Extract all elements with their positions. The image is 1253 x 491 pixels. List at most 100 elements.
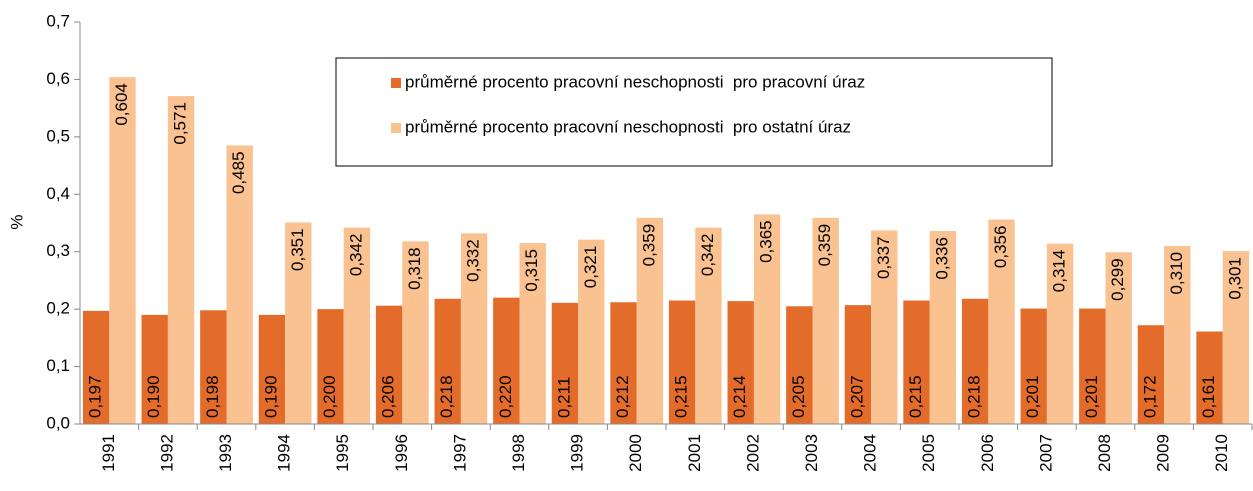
legend-swatch [391, 123, 401, 133]
bar [636, 217, 664, 424]
value-label: 0,336 [932, 237, 951, 280]
bar [668, 300, 696, 424]
bar [375, 305, 403, 424]
bar [141, 314, 168, 424]
value-label: 0,211 [554, 377, 573, 418]
value-label: 0,485 [229, 151, 248, 194]
bar [200, 310, 227, 424]
x-tick-label: 2001 [685, 434, 704, 472]
value-label: 0,604 [112, 83, 131, 126]
y-axis-label: % [7, 214, 26, 229]
bar [988, 219, 1015, 424]
x-tick-label: 2000 [626, 434, 645, 472]
bar [109, 77, 136, 424]
value-label: 0,218 [437, 375, 456, 418]
bar [258, 314, 286, 424]
bar [317, 309, 344, 424]
value-label: 0,218 [965, 375, 984, 418]
value-label: 0,321 [581, 246, 600, 289]
bar [402, 241, 429, 424]
bar [753, 214, 781, 424]
x-tick-label: 2002 [743, 434, 762, 472]
value-label: 0,356 [991, 226, 1010, 269]
value-label: 0,315 [522, 249, 541, 292]
x-tick-label: 2008 [1095, 434, 1114, 472]
bar [727, 301, 754, 424]
value-label: 0,359 [815, 224, 834, 267]
bar [551, 302, 579, 424]
value-label: 0,299 [1108, 258, 1127, 301]
value-label: 0,342 [698, 234, 717, 277]
bar [1079, 308, 1106, 424]
bar [871, 230, 898, 424]
bar [226, 145, 253, 424]
x-tick-label: 1999 [568, 434, 587, 472]
bar [903, 300, 930, 424]
value-label: 0,161 [1199, 375, 1218, 418]
y-tick-label: 0,4 [46, 184, 70, 203]
value-label: 0,359 [639, 224, 658, 267]
bar [961, 298, 989, 424]
value-label: 0,214 [730, 375, 749, 418]
y-tick-label: 0,0 [46, 413, 70, 432]
x-tick-label: 2007 [1036, 434, 1055, 472]
legend-box [335, 57, 1053, 167]
value-label: 0,198 [203, 375, 222, 418]
x-tick-label: 1992 [157, 434, 176, 472]
y-tick-label: 0,3 [46, 241, 70, 260]
value-label: 0,220 [496, 375, 515, 418]
value-label: 0,190 [144, 375, 163, 418]
y-tick-label: 0,5 [46, 126, 70, 145]
value-label: 0,212 [613, 375, 632, 418]
value-label: 0,310 [1167, 252, 1186, 295]
value-label: 0,314 [1050, 250, 1069, 293]
x-tick-label: 1996 [392, 434, 411, 472]
value-label: 0,351 [288, 228, 307, 271]
legend-label: průměrné procento pracovní neschopnosti … [405, 117, 851, 136]
bar [285, 222, 312, 424]
value-label: 0,207 [847, 375, 866, 418]
value-label: 0,190 [261, 375, 280, 418]
bar [610, 302, 637, 424]
bar [844, 305, 872, 424]
bar [695, 227, 722, 424]
y-tick-label: 0,6 [46, 69, 70, 88]
x-tick-label: 2009 [1154, 434, 1173, 472]
bar [1020, 308, 1047, 424]
bar [460, 233, 488, 424]
x-tick-label: 1994 [275, 434, 294, 472]
legend-swatch [391, 78, 401, 88]
x-tick-label: 2003 [802, 434, 821, 472]
value-label: 0,197 [86, 375, 105, 418]
bar [578, 239, 605, 424]
bar [812, 217, 839, 424]
value-label: 0,200 [320, 375, 339, 418]
value-label: 0,365 [757, 220, 776, 263]
x-tick-label: 1997 [450, 434, 469, 472]
y-tick-label: 0,1 [46, 356, 70, 375]
value-label: 0,301 [1225, 257, 1244, 300]
value-label: 0,337 [874, 236, 893, 279]
bar [434, 298, 461, 424]
bar [493, 297, 520, 424]
value-label: 0,172 [1140, 375, 1159, 418]
x-tick-label: 2005 [919, 434, 938, 472]
value-label: 0,318 [405, 247, 424, 290]
value-label: 0,215 [672, 375, 691, 418]
x-tick-label: 1995 [333, 434, 352, 472]
bar [82, 310, 110, 424]
bar [519, 243, 546, 424]
bar [343, 227, 371, 424]
bar [1046, 243, 1074, 424]
y-tick-label: 0,2 [46, 299, 70, 318]
bar [929, 231, 957, 424]
x-tick-label: 2010 [1212, 434, 1231, 472]
value-label: 0,332 [464, 239, 483, 282]
value-label: 0,342 [346, 234, 365, 277]
bar [1196, 331, 1223, 424]
y-tick-label: 0,7 [46, 11, 70, 30]
bar [1137, 325, 1165, 424]
bar [1222, 251, 1250, 424]
value-label: 0,571 [171, 102, 190, 145]
x-tick-label: 1998 [509, 434, 528, 472]
